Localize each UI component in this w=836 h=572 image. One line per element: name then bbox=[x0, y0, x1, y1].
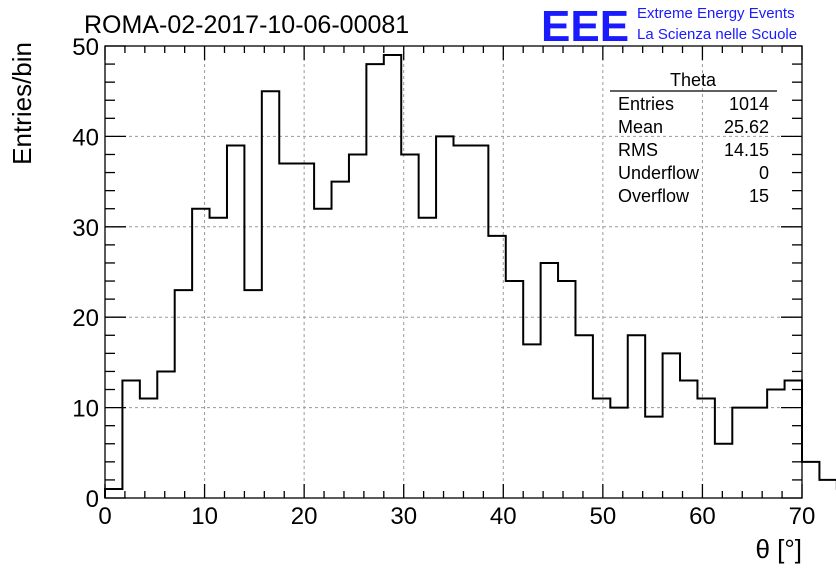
stats-row-value: 25.62 bbox=[724, 117, 769, 137]
x-tick-label: 30 bbox=[390, 503, 417, 530]
stats-row-label: RMS bbox=[618, 140, 658, 160]
y-tick-label: 50 bbox=[72, 34, 99, 61]
eee-logo-mark: EEE bbox=[541, 2, 629, 51]
y-tick-labels: 0 10 20 30 40 50 bbox=[72, 34, 99, 513]
stats-row-label: Entries bbox=[618, 94, 674, 114]
x-tick-label: 0 bbox=[98, 503, 111, 530]
x-tick-label: 70 bbox=[789, 503, 816, 530]
x-tick-labels: 0 10 20 30 40 50 60 70 bbox=[98, 503, 815, 530]
plot-frame bbox=[104, 45, 803, 499]
stats-box: Theta Entries 1014 Mean 25.62 RMS 14.15 Underf… bbox=[610, 70, 777, 206]
y-tick-label: 20 bbox=[72, 305, 99, 332]
y-tick-label: 0 bbox=[86, 486, 99, 513]
x-tick-label: 50 bbox=[590, 503, 617, 530]
x-tick-label: 10 bbox=[191, 503, 218, 530]
chart-title: ROMA-02-2017-10-06-00081 bbox=[84, 11, 409, 39]
y-axis-label: Entries/bin bbox=[7, 42, 37, 165]
stats-row-value: 0 bbox=[759, 163, 769, 183]
eee-logo-line1: Extreme Energy Events bbox=[637, 5, 795, 22]
stats-row-label: Overflow bbox=[618, 186, 690, 206]
y-tick-label: 30 bbox=[72, 215, 99, 242]
axis-ticks bbox=[104, 45, 803, 499]
stats-title: Theta bbox=[670, 70, 717, 90]
eee-logo-line2: La Scienza nelle Scuole bbox=[637, 26, 797, 43]
stats-row-label: Underflow bbox=[618, 163, 700, 183]
stats-row-value: 14.15 bbox=[724, 140, 769, 160]
x-tick-label: 40 bbox=[490, 503, 517, 530]
stats-row-label: Mean bbox=[618, 117, 663, 137]
x-tick-label: 20 bbox=[291, 503, 318, 530]
x-tick-label: 60 bbox=[689, 503, 716, 530]
x-axis-label: θ [°] bbox=[755, 534, 802, 564]
stats-row-value: 15 bbox=[749, 186, 769, 206]
histogram-line bbox=[104, 54, 836, 498]
eee-logo: EEE Extreme Energy Events La Scienza nel… bbox=[541, 2, 797, 51]
stats-rows: Entries 1014 Mean 25.62 RMS 14.15 Underflow 0 Ov… bbox=[618, 94, 769, 206]
grid bbox=[105, 46, 802, 498]
stats-row-value: 1014 bbox=[729, 94, 769, 114]
y-tick-label: 40 bbox=[72, 124, 99, 151]
y-tick-label: 10 bbox=[72, 396, 99, 423]
